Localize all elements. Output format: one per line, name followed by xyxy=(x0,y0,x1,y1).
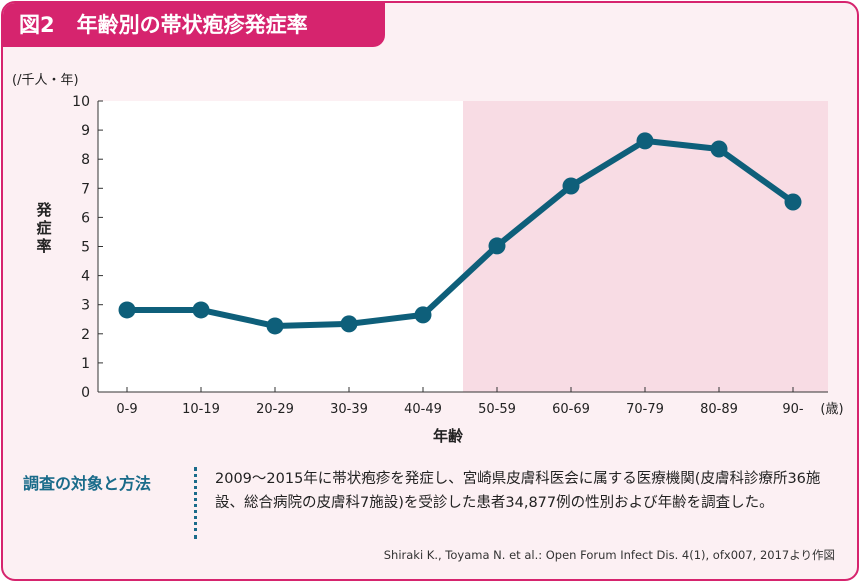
x-tick-label: 0-9 xyxy=(116,402,137,417)
y-tick-label: 2 xyxy=(81,327,90,343)
y-tick-label: 4 xyxy=(81,269,90,285)
y-tick-label: 7 xyxy=(81,181,90,197)
highlight-region xyxy=(463,101,828,392)
data-point xyxy=(636,132,654,150)
x-tick-label: 40-49 xyxy=(404,402,442,417)
data-point xyxy=(488,237,506,255)
x-tick-label: 50-59 xyxy=(478,402,516,417)
y-axis-title: 発症率 xyxy=(35,201,52,255)
x-tick-label: 30-39 xyxy=(330,402,368,417)
y-tick-label: 9 xyxy=(81,123,90,139)
x-tick-label: 70-79 xyxy=(626,402,664,417)
y-tick-label: 3 xyxy=(81,298,90,314)
x-tick-label: 20-29 xyxy=(256,402,294,417)
series-line xyxy=(127,137,795,329)
method-label: 調査の対象と方法 xyxy=(23,474,152,493)
x-unit-label: (歳) xyxy=(820,402,843,417)
citation: Shiraki K., Toyama N. et al.: Open Forum… xyxy=(383,548,835,562)
x-tick-label: 80-89 xyxy=(700,402,738,417)
x-tick-label: 90- xyxy=(782,402,804,417)
y-tick-label: 1 xyxy=(81,356,90,372)
data-point xyxy=(562,177,580,195)
x-tick-label: 60-69 xyxy=(552,402,590,417)
data-point xyxy=(340,315,358,333)
y-tick-label: 10 xyxy=(72,94,90,110)
dotted-divider xyxy=(194,467,197,539)
data-point xyxy=(784,193,802,211)
x-axis-title: 年齢 xyxy=(433,427,464,445)
method-text: 2009〜2015年に帯状疱疹を発症し、宮崎県皮膚科医会に属する医療機関(皮膚科… xyxy=(215,471,821,511)
y-tick-label: 5 xyxy=(81,240,90,256)
data-point xyxy=(710,140,728,158)
data-point xyxy=(192,301,210,319)
y-unit-label: (/千人・年) xyxy=(12,73,79,88)
y-tick-label: 8 xyxy=(81,152,90,168)
y-tick-label: 6 xyxy=(81,210,90,226)
y-tick-label: 0 xyxy=(81,385,90,401)
x-tick-label: 10-19 xyxy=(182,402,220,417)
figure-title: 図2 年齢別の帯状疱疹発症率 xyxy=(3,3,385,47)
data-point xyxy=(414,306,432,324)
data-point xyxy=(118,301,136,319)
data-point xyxy=(266,317,284,335)
